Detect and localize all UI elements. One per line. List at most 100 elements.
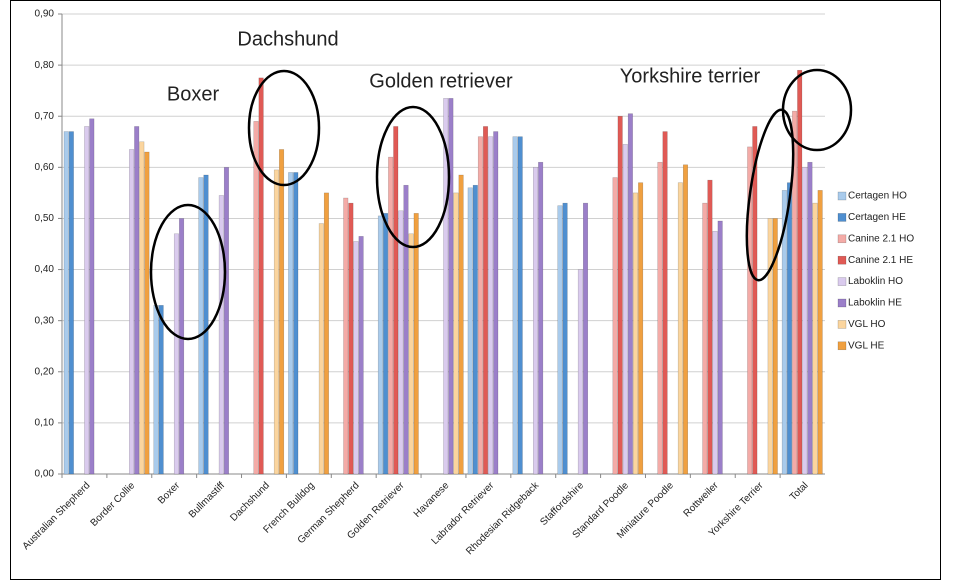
bar [198, 177, 204, 475]
bar [398, 210, 404, 475]
bar [218, 195, 224, 475]
bar [677, 182, 683, 475]
bar [662, 131, 668, 475]
bar [323, 192, 329, 475]
legend-swatch [837, 213, 847, 222]
legend-label: VGL HE [848, 340, 885, 351]
bar [134, 126, 140, 475]
bar [633, 192, 639, 475]
bar [517, 136, 523, 475]
bar [712, 230, 718, 475]
bar [158, 305, 164, 475]
bar [253, 121, 259, 475]
bar [477, 136, 483, 475]
bar [562, 202, 568, 475]
highlight-ellipse [781, 68, 853, 152]
legend-label: Canine 2.1 HO [848, 233, 914, 244]
bar [538, 161, 544, 475]
highlight-ellipse [149, 203, 227, 341]
bar [68, 131, 74, 475]
legend-swatch [837, 255, 847, 265]
bar [288, 172, 294, 475]
bar [797, 69, 803, 475]
bar [467, 187, 473, 475]
bar [403, 184, 409, 475]
x-tick-label: Havanese [412, 480, 452, 520]
bar [707, 179, 713, 475]
bar [747, 146, 753, 475]
bar [772, 218, 778, 475]
bar [84, 126, 90, 475]
bar [807, 161, 813, 475]
bar [512, 136, 518, 475]
highlight-circles [149, 68, 853, 341]
bar [472, 184, 478, 475]
bar [129, 149, 135, 475]
bar [717, 220, 723, 475]
bar [144, 151, 150, 475]
bar [533, 167, 539, 475]
bar [781, 190, 787, 475]
bar [318, 223, 324, 475]
x-tick-label: Dachshund [228, 480, 272, 524]
bar [617, 115, 623, 475]
bar [786, 182, 792, 475]
y-tick-label: 0,50 [35, 213, 55, 224]
y-tick-label: 0,60 [35, 162, 55, 173]
y-tick-label: 0,70 [35, 111, 55, 122]
bar [657, 161, 663, 475]
bar [817, 190, 823, 475]
y-tick-label: 0,20 [35, 366, 55, 377]
bar [682, 164, 689, 475]
legend-swatch [837, 191, 847, 201]
bar [358, 236, 364, 475]
bar [173, 233, 179, 475]
bar [488, 136, 494, 475]
bar [89, 118, 95, 475]
bar [612, 177, 618, 475]
bar [273, 169, 279, 475]
bar [413, 213, 419, 475]
bar [388, 156, 394, 475]
bar [493, 131, 499, 475]
bar [443, 98, 449, 475]
bar [453, 192, 459, 475]
bar [792, 110, 798, 475]
x-tick-label: Boxer [156, 480, 183, 507]
legend-swatch [837, 298, 847, 308]
bar [583, 202, 589, 475]
y-tick-label: 0,10 [35, 418, 55, 429]
bar [139, 141, 145, 475]
x-tick-label: Rhodesian Ridgeback [464, 480, 542, 558]
annotation: Yorkshire terrier [620, 65, 761, 87]
bar [557, 205, 563, 475]
legend-label: VGL HO [848, 319, 886, 330]
x-tick-label: Bullmastiff [187, 480, 227, 520]
bar [348, 202, 354, 475]
bar [293, 172, 299, 475]
y-tick-label: 0,90 [35, 9, 55, 20]
bar [638, 182, 644, 475]
x-tick-label: Border Collie [89, 480, 138, 529]
bar [408, 233, 414, 475]
legend-label: Laboklin HO [848, 276, 903, 287]
bar [223, 167, 229, 475]
legend-swatch [837, 277, 847, 286]
legend-label: Certagen HE [848, 212, 906, 223]
annotation: Dachshund [237, 28, 338, 50]
bar [353, 241, 359, 475]
annotation: Boxer [167, 83, 220, 105]
legend-label: Certagen HO [848, 191, 907, 202]
legend-swatch [837, 320, 847, 329]
annotation: Golden retriever [369, 70, 513, 92]
x-tick-label: Rottweiler [682, 480, 722, 520]
bar [702, 202, 708, 475]
bar [458, 174, 464, 475]
bar [448, 98, 454, 475]
x-tick-label: Australian Shepherd [21, 480, 93, 552]
legend-label: Laboklin HE [848, 298, 902, 309]
y-tick-label: 0,00 [35, 469, 55, 480]
bar [383, 213, 389, 475]
legend-swatch [837, 234, 847, 244]
